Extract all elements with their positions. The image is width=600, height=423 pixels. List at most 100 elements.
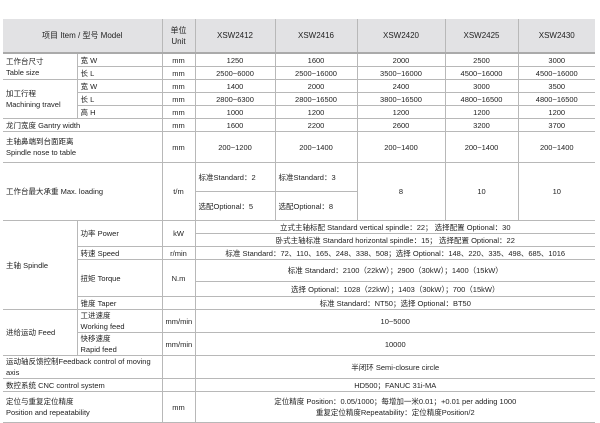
cell: 4500~16000 xyxy=(444,66,518,80)
table-row: 数控系统 CNC control system HD500；FANUC 31i-… xyxy=(3,378,595,392)
sub-label: 功率 Power xyxy=(76,220,162,247)
table-row: 长 L mm 2800~6300 2800~16500 3800~16500 4… xyxy=(3,92,595,106)
table-row: 锥度 Taper 标准 Standard：NT50；选择 Optional：BT… xyxy=(3,296,595,310)
cell: 200~1400 xyxy=(274,131,357,163)
cell: 1600 xyxy=(274,53,357,67)
cell: 200~1400 xyxy=(356,131,445,163)
cell: 4800~16500 xyxy=(517,92,595,106)
cell: 2400 xyxy=(356,79,445,93)
cell: 10~5000 xyxy=(194,309,595,333)
cell: 3000 xyxy=(517,53,595,67)
table-row: 快移速度 Rapid feed mm/min 10000 xyxy=(3,332,595,356)
row-label: 工作台最大承重 Max. loading xyxy=(3,162,162,221)
cell: 选配Optional：5 xyxy=(194,191,275,221)
cell: 标准 Standard：72、110、165、248、338、508；选择 Op… xyxy=(194,246,595,260)
header-model: XSW2430 xyxy=(517,19,595,54)
cell: 定位精度 Position：0.05/1000；每增加一米0.01；+0.01 … xyxy=(194,391,595,423)
cell: 选择 Optional：1028（22kW）；1403（30kW）；700（15… xyxy=(194,281,595,297)
cell: 标准Standard：2 xyxy=(194,162,275,192)
cell: 标准 Standard：2100（22kW）；2900（30kW）；1400（1… xyxy=(194,259,595,282)
table-row: 龙门宽度 Gantry width mm 1600 2200 2600 3200… xyxy=(3,118,595,132)
table-row: 定位与重复定位精度 Position and repeatability mm 定… xyxy=(3,391,595,423)
row-label: 工作台尺寸 Table size xyxy=(3,53,77,80)
cell: 1200 xyxy=(356,105,445,119)
unit: mm/min xyxy=(161,332,195,356)
cell: 10000 xyxy=(194,332,595,356)
cell: 2000 xyxy=(274,79,357,93)
unit: mm xyxy=(161,53,195,67)
header-model: XSW2412 xyxy=(194,19,275,54)
spec-table: 项目 Item / 型号 Model 单位 Unit XSW2412 XSW241… xyxy=(3,19,595,423)
sub-label: 宽 W xyxy=(76,79,162,93)
cell: 半闭环 Semi-closure circle xyxy=(194,355,595,379)
row-label: 运动轴反馈控制Feedback control of moving axis xyxy=(3,355,162,379)
unit xyxy=(161,296,195,310)
cell: 1200 xyxy=(444,105,518,119)
table-row: 选择 Optional：1028（22kW）；1403（30kW）；700（15… xyxy=(3,281,595,297)
cell: 2600 xyxy=(356,118,445,132)
table-row: 卧式主轴标准 Standard horizontal spindle：15； 选… xyxy=(3,233,595,247)
cell: 2500~6000 xyxy=(194,66,275,80)
unit xyxy=(161,355,195,379)
sub-label: 高 H xyxy=(76,105,162,119)
table-row: 工作台最大承重 Max. loading t/m 标准Standard：2 标准… xyxy=(3,162,595,221)
row-label: 加工行程 Machining travel xyxy=(3,79,77,119)
unit: mm xyxy=(161,79,195,93)
cell: HD500；FANUC 31i-MA xyxy=(194,378,595,392)
table-row: 扭矩 Torque N.m 标准 Standard：2100（22kW）；290… xyxy=(3,259,595,297)
unit xyxy=(161,378,195,392)
unit: mm xyxy=(161,131,195,163)
table-row: 转速 Speed r/min 标准 Standard：72、110、165、24… xyxy=(3,246,595,260)
table-row: 长 L mm 2500~6000 2500~16000 3500~16000 4… xyxy=(3,66,595,80)
unit: N.m xyxy=(161,259,195,297)
cell: 200~1400 xyxy=(444,131,518,163)
cell: 4500~16000 xyxy=(517,66,595,80)
cell: 2500~16000 xyxy=(274,66,357,80)
cell: 3700 xyxy=(517,118,595,132)
row-label: 主轴鼻端到台面距离 Spindle nose to table xyxy=(3,131,162,163)
cell: 10 xyxy=(444,162,518,221)
cell: 1400 xyxy=(194,79,275,93)
table-row: 选配Optional：5 选配Optional：8 xyxy=(3,191,595,221)
table-row: 高 H mm 1000 1200 1200 1200 1200 xyxy=(3,105,595,119)
header-item: 项目 Item / 型号 Model xyxy=(3,19,162,54)
table-row: 进给运动 Feed 工进速度 Working feed mm/min 10~500… xyxy=(3,309,595,356)
cell: 1250 xyxy=(194,53,275,67)
unit: mm xyxy=(161,92,195,106)
row-label: 定位与重复定位精度 Position and repeatability xyxy=(3,391,162,423)
table-row: 运动轴反馈控制Feedback control of moving axis 半… xyxy=(3,355,595,379)
sub-label: 转速 Speed xyxy=(76,246,162,260)
cell: 卧式主轴标准 Standard horizontal spindle：15； 选… xyxy=(194,233,595,247)
cell: 选配Optional：8 xyxy=(274,191,357,221)
header-row: 项目 Item / 型号 Model 单位 Unit XSW2412 XSW241… xyxy=(3,19,595,54)
cell: 立式主轴标配 Standard vertical spindle：22； 选择配… xyxy=(194,220,595,234)
sub-label: 宽 W xyxy=(76,53,162,67)
cell: 1000 xyxy=(194,105,275,119)
cell: 2200 xyxy=(274,118,357,132)
cell: 3800~16500 xyxy=(356,92,445,106)
sub-label: 快移速度 Rapid feed xyxy=(76,332,162,356)
header-model: XSW2425 xyxy=(444,19,518,54)
unit: mm xyxy=(161,118,195,132)
unit: r/min xyxy=(161,246,195,260)
unit: mm xyxy=(161,105,195,119)
header-model: XSW2416 xyxy=(274,19,357,54)
unit: t/m xyxy=(161,162,195,221)
table-row: 主轴鼻端到台面距离 Spindle nose to table mm 200~12… xyxy=(3,131,595,163)
table-row: 工作台尺寸 Table size 宽 W mm 1250 1600 2000 25… xyxy=(3,53,595,80)
row-label: 数控系统 CNC control system xyxy=(3,378,162,392)
sub-label: 长 L xyxy=(76,66,162,80)
unit: mm xyxy=(161,66,195,80)
cell: 1200 xyxy=(517,105,595,119)
row-label: 主轴 Spindle xyxy=(3,220,77,310)
header-unit: 单位 Unit xyxy=(161,19,195,54)
sub-label: 锥度 Taper xyxy=(76,296,162,310)
cell: 200~1400 xyxy=(517,131,595,163)
cell: 3200 xyxy=(444,118,518,132)
row-label: 进给运动 Feed xyxy=(3,309,77,356)
sub-label: 工进速度 Working feed xyxy=(76,309,162,333)
cell: 标准Standard：3 xyxy=(274,162,357,192)
table-row: 加工行程 Machining travel 宽 W mm 1400 2000 24… xyxy=(3,79,595,119)
cell: 200~1200 xyxy=(194,131,275,163)
cell: 1200 xyxy=(274,105,357,119)
